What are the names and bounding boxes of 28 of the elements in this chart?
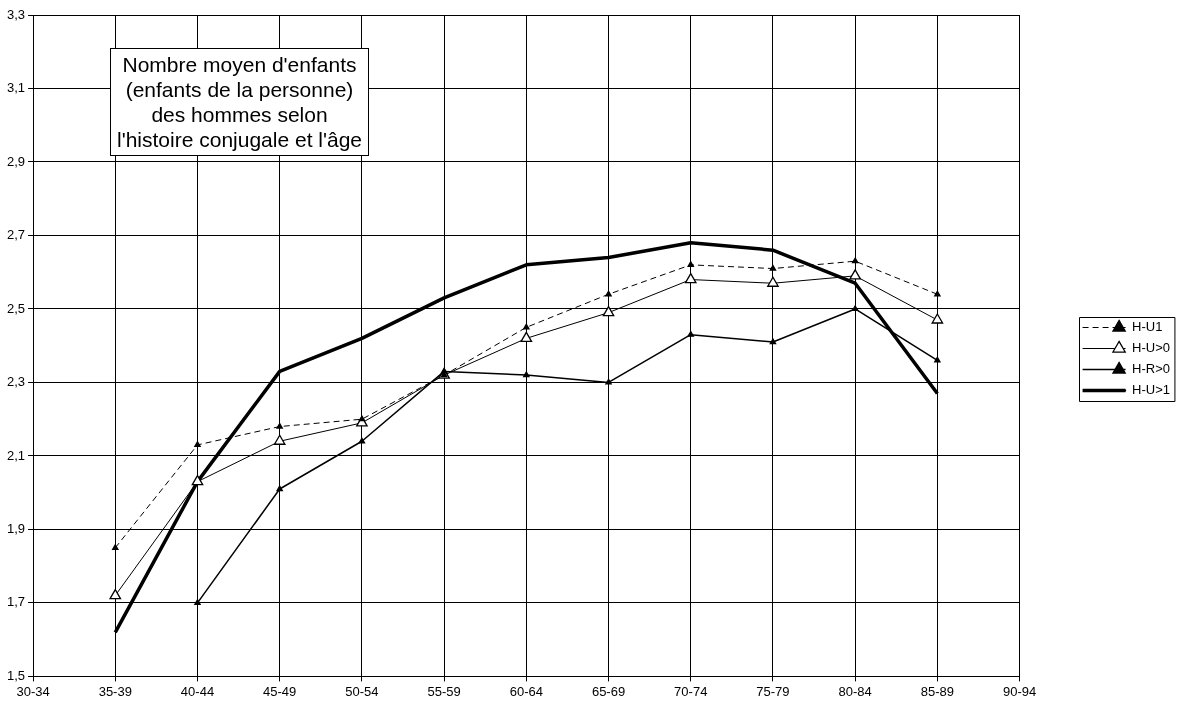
x-tick-label: 75-79 <box>756 683 790 699</box>
y-tick-label: 2,3 <box>6 374 26 390</box>
y-tick-label: 2,5 <box>6 300 26 316</box>
legend-label: H-U>1 <box>1132 382 1171 398</box>
x-tick-label: 30-34 <box>16 683 50 699</box>
x-tick-label: 85-89 <box>920 683 954 699</box>
x-tick-label: 45-49 <box>263 683 297 699</box>
y-tick-label: 1,9 <box>6 521 26 536</box>
legend-label: H-U1 <box>1132 319 1163 335</box>
x-tick-label: 90-94 <box>1002 683 1037 699</box>
x-tick-label: 60-64 <box>509 683 543 699</box>
x-tick-label: 40-44 <box>180 683 215 699</box>
y-tick-label: 3,3 <box>6 6 26 22</box>
x-tick-label: 80-84 <box>838 683 872 699</box>
y-tick-label: 1,7 <box>6 594 26 610</box>
x-tick-label: 35-39 <box>98 683 132 699</box>
legend-label: H-U>0 <box>1132 340 1171 356</box>
y-tick-label: 3,1 <box>6 80 26 96</box>
y-tick-label: 2,1 <box>6 447 26 463</box>
legend-label: H-R>0 <box>1132 361 1171 377</box>
y-tick-label: 2,7 <box>6 227 26 243</box>
x-tick-label: 50-54 <box>345 683 379 699</box>
y-tick-label: 1,5 <box>6 667 26 683</box>
y-tick-label: 2,9 <box>6 153 26 169</box>
x-tick-label: 70-74 <box>674 683 708 699</box>
x-tick-label: 65-69 <box>591 683 626 699</box>
x-tick-label: 55-59 <box>427 683 461 699</box>
text: Nombre moyen d'enfants (enfants de la personne) des hommes selon l'histoire conjugale et l'âge <box>110 48 370 156</box>
